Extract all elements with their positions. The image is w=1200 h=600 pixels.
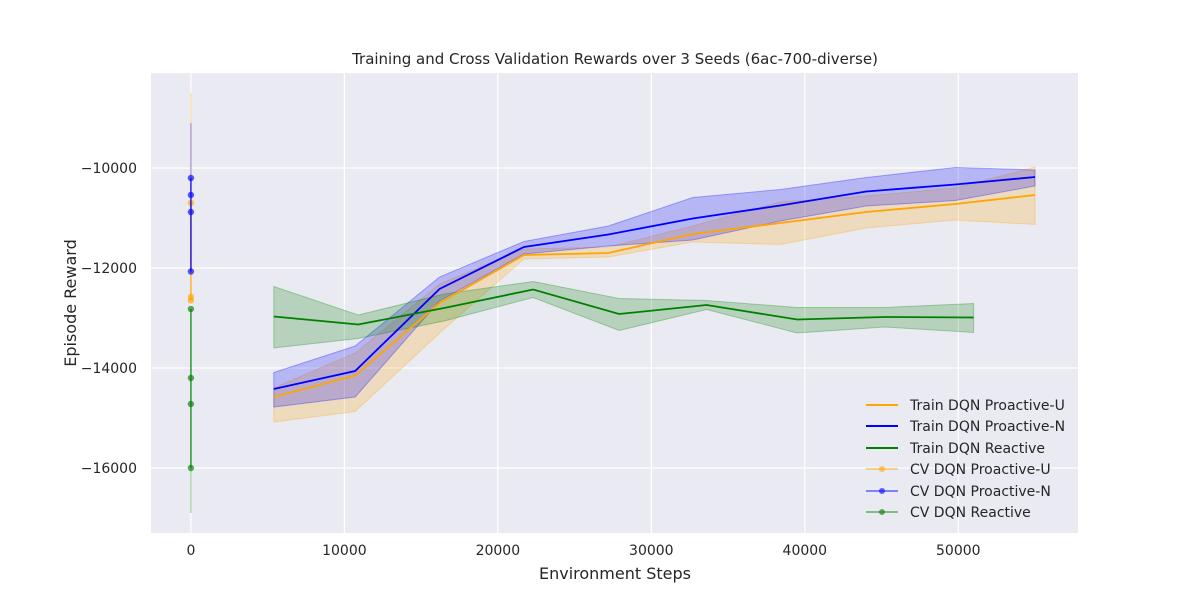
cv-point-cv-dqn-proactive-n [187,268,195,275]
legend-label-cv-proactive-u: CV DQN Proactive-U [910,462,1051,478]
x-axis-label: Environment Steps [539,564,691,583]
cv-point-cv-dqn-proactive-n [187,174,195,182]
chart-title: Training and Cross Validation Rewards ov… [351,50,878,68]
grid [151,73,1078,533]
y-tick-label: −16000 [81,461,137,477]
legend-marker-cv-proactive-u [879,466,885,472]
y-tick-label: −10000 [81,161,137,177]
y-tick-label: −12000 [81,261,137,277]
x-tick-label: 40000 [783,543,828,559]
y-axis-label: Episode Reward [61,239,80,367]
cv-point-cv-dqn-reactive [187,374,195,382]
x-tick-label: 0 [186,543,195,559]
cv-points [187,93,195,513]
legend-label-train-proactive-u: Train DQN Proactive-U [909,398,1065,414]
line-train-dqn-reactive [273,288,974,326]
legend-label-cv-reactive: CV DQN Reactive [910,505,1031,521]
x-tick-label: 50000 [936,543,981,559]
cv-point-cv-dqn-reactive [187,464,195,472]
cv-point-cv-dqn-reactive [187,305,195,313]
x-axis-ticks: 0 10000 20000 30000 40000 50000 [186,543,980,559]
legend-marker-cv-proactive-n [879,488,885,494]
cv-point-cv-dqn-reactive [187,400,195,408]
legend: Train DQN Proactive-U Train DQN Proactiv… [866,398,1065,521]
legend-marker-cv-reactive [879,509,885,515]
plot-area [151,73,1078,533]
y-axis-ticks: −16000 −14000 −12000 −10000 [81,161,137,477]
x-tick-label: 30000 [629,543,674,559]
line-train-dqn-proactive-n [273,176,1036,390]
cv-point-cv-dqn-proactive-u [187,297,195,304]
legend-label-cv-proactive-n: CV DQN Proactive-N [910,484,1051,500]
series-lines [273,176,1036,398]
legend-label-train-reactive: Train DQN Reactive [909,441,1045,457]
cv-point-cv-dqn-proactive-n [187,208,195,216]
y-tick-label: −14000 [81,361,137,377]
band-train-dqn-proactive-n [273,166,1036,408]
legend-label-train-proactive-n: Train DQN Proactive-N [909,419,1065,435]
x-tick-label: 10000 [322,543,367,559]
cv-point-cv-dqn-proactive-n [187,191,195,199]
x-tick-label: 20000 [476,543,521,559]
band-train-dqn-proactive-u [273,166,1036,423]
line-train-dqn-proactive-u [273,194,1036,398]
